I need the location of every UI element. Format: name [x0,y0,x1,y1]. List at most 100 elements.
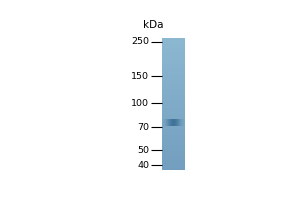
Bar [162,101,185,102]
Bar [162,92,185,93]
Bar [162,82,185,83]
Bar [162,80,185,81]
Bar [162,83,185,84]
Bar [162,116,185,117]
Bar [162,71,185,72]
Bar [162,152,185,153]
Bar [162,112,185,113]
Bar [162,53,185,54]
Bar [162,62,185,63]
Bar [162,167,185,168]
Bar [162,81,185,82]
Bar [162,156,185,157]
Bar [162,69,185,70]
Bar [162,65,185,67]
Bar [162,60,185,61]
Bar [162,129,185,131]
Bar [162,161,185,163]
Bar [162,94,185,95]
Bar [162,49,185,50]
Bar [162,79,185,80]
Bar [162,40,185,41]
Bar [162,43,185,44]
Bar [162,102,185,103]
Bar [162,132,185,133]
Bar [162,141,185,142]
Bar [162,89,185,90]
Bar [162,158,185,159]
Bar [162,52,185,53]
Bar [162,56,185,57]
Bar [162,103,185,104]
Bar [162,100,185,101]
Bar [162,165,185,166]
Bar [162,74,185,75]
Bar [162,160,185,161]
Bar [162,168,185,169]
Bar [162,138,185,139]
Bar [162,166,185,167]
Bar [162,70,185,71]
Bar [162,108,185,110]
Text: 40: 40 [137,161,149,170]
Bar [162,135,185,136]
Bar [162,51,185,52]
Bar [162,44,185,46]
Bar [162,107,185,108]
Bar [162,114,185,115]
Bar [162,47,185,48]
Bar [162,86,185,88]
Bar [162,134,185,135]
Bar [162,96,185,97]
Bar [162,68,185,69]
Bar [162,136,185,137]
Bar [162,147,185,148]
Bar [162,99,185,100]
Bar [162,159,185,160]
Bar [162,88,185,89]
Text: 70: 70 [137,123,149,132]
Bar [162,105,185,106]
Bar [162,124,185,125]
Text: 250: 250 [131,37,149,46]
Bar [162,91,185,92]
Text: 150: 150 [131,72,149,81]
Bar [162,76,185,78]
Bar [162,128,185,129]
Bar [162,57,185,58]
Bar [162,145,185,146]
Bar [162,146,185,147]
Bar [162,163,185,164]
Bar [162,54,185,56]
Bar [162,131,185,132]
Bar [162,113,185,114]
Bar [162,149,185,150]
Bar [162,67,185,68]
Bar [162,90,185,91]
Bar [162,106,185,107]
Bar [162,125,185,126]
Bar [162,72,185,73]
Bar [162,153,185,154]
Bar [162,148,185,149]
Bar [162,126,185,127]
Bar [162,58,185,59]
Bar [162,127,185,128]
Bar [162,93,185,94]
Bar [162,39,185,40]
Bar [162,48,185,49]
Bar [162,41,185,42]
Text: 50: 50 [137,146,149,155]
Bar [162,123,185,124]
Text: kDa: kDa [143,20,164,30]
Bar [162,42,185,43]
Bar [162,139,185,141]
Bar [162,154,185,155]
Bar [162,155,185,156]
Text: 100: 100 [131,99,149,108]
Bar [162,133,185,134]
Bar [162,110,185,111]
Bar [162,85,185,86]
Bar [162,137,185,138]
Bar [162,104,185,105]
